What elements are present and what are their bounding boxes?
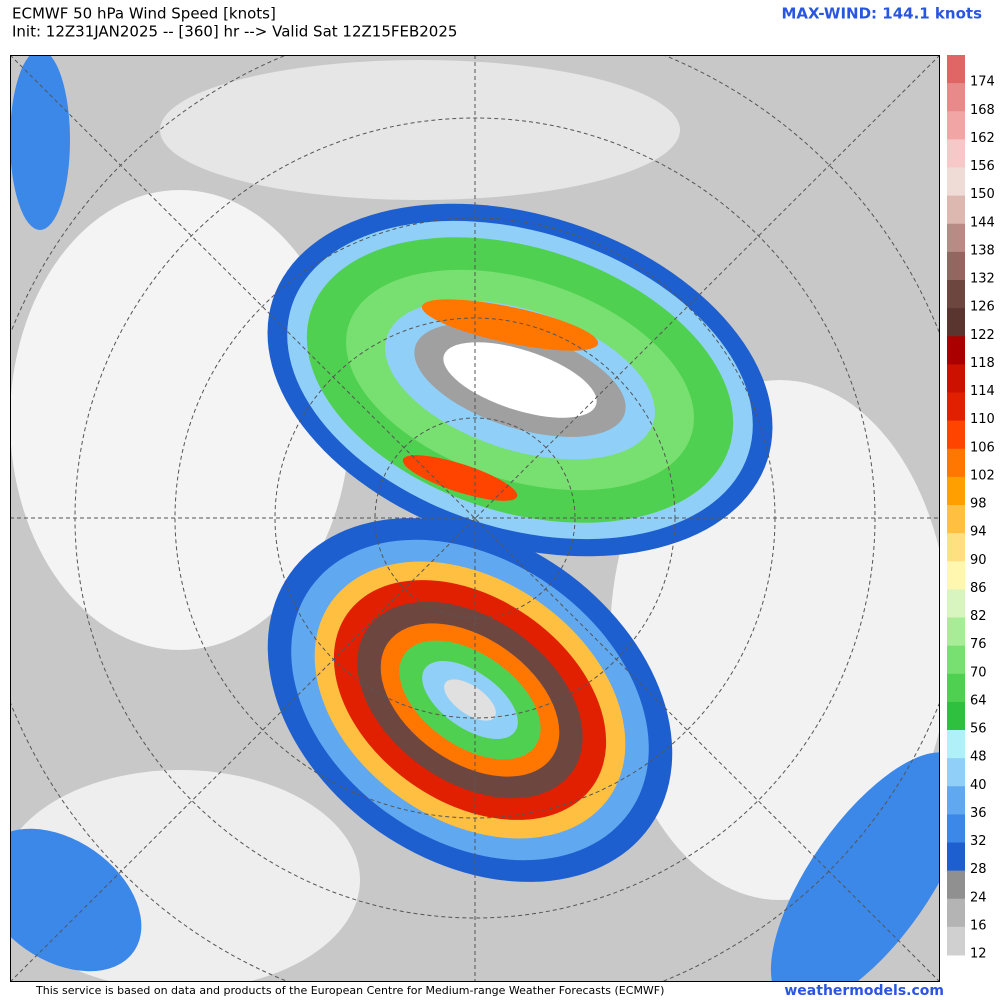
colorbar-swatch bbox=[947, 448, 965, 478]
site: weathermodels.com bbox=[784, 983, 944, 999]
colorbar-label: 106 bbox=[970, 440, 995, 455]
colorbar-label: 150 bbox=[970, 187, 995, 202]
colorbar-label: 82 bbox=[970, 609, 987, 624]
colorbar-swatch bbox=[947, 111, 965, 140]
colorbar-swatch bbox=[947, 336, 965, 365]
subtitle: Init: 12Z31JAN2025 -- [360] hr --> Valid… bbox=[12, 23, 457, 41]
colorbar-label: 70 bbox=[970, 665, 987, 680]
colorbar-swatch bbox=[947, 533, 965, 562]
colorbar-label: 110 bbox=[970, 412, 995, 427]
colorbar-swatch bbox=[947, 645, 965, 675]
colorbar-label: 64 bbox=[970, 693, 987, 708]
colorbar-swatch bbox=[947, 167, 965, 197]
colorbar-swatch bbox=[947, 701, 965, 731]
colorbar-label: 156 bbox=[970, 159, 995, 174]
colorbar-label: 76 bbox=[970, 637, 987, 652]
colorbar-swatch bbox=[947, 280, 965, 309]
colorbar-label: 98 bbox=[970, 497, 987, 512]
max-wind: MAX-WIND: 144.1 knots bbox=[781, 5, 982, 23]
colorbar-swatch bbox=[947, 139, 965, 168]
colorbar-swatch bbox=[947, 392, 965, 422]
colorbar-label: 28 bbox=[970, 862, 987, 877]
colorbar-label: 174 bbox=[970, 75, 995, 90]
colorbar-label: 102 bbox=[970, 468, 995, 483]
colorbar-swatch bbox=[947, 561, 965, 590]
colorbar-label: 144 bbox=[970, 215, 995, 230]
colorbar-label: 36 bbox=[970, 806, 987, 821]
colorbar-label: 16 bbox=[970, 918, 987, 933]
colorbar-swatch bbox=[947, 476, 965, 506]
colorbar-swatch bbox=[947, 251, 965, 281]
credit: This service is based on data and produc… bbox=[35, 984, 664, 997]
colorbar-label: 118 bbox=[970, 356, 995, 371]
colorbar-label: 32 bbox=[970, 834, 987, 849]
colorbar-swatch bbox=[947, 364, 965, 393]
colorbar-swatch bbox=[947, 223, 965, 253]
map bbox=[10, 55, 940, 982]
colorbar-swatch bbox=[947, 673, 965, 703]
colorbar-swatch bbox=[947, 814, 965, 843]
colorbar-label: 94 bbox=[970, 525, 987, 540]
colorbar-label: 12 bbox=[970, 947, 987, 962]
colorbar-swatch bbox=[947, 55, 965, 84]
colorbar-label: 24 bbox=[970, 890, 987, 905]
colorbar-swatch bbox=[947, 898, 965, 928]
colorbar-swatch bbox=[947, 926, 965, 956]
colorbar: 174 168 162 156 150 144 138 132 126 122 118 114 110 1… bbox=[947, 55, 995, 962]
colorbar-swatch bbox=[947, 730, 965, 759]
colorbar-swatch bbox=[947, 617, 965, 647]
colorbar-label: 126 bbox=[970, 300, 995, 315]
colorbar-swatch bbox=[947, 870, 965, 900]
colorbar-label: 168 bbox=[970, 103, 995, 118]
colorbar-label: 114 bbox=[970, 384, 995, 399]
title: ECMWF 50 hPa Wind Speed [knots] bbox=[12, 5, 276, 23]
colorbar-swatch bbox=[947, 308, 965, 337]
colorbar-swatch bbox=[947, 842, 965, 872]
colorbar-label: 122 bbox=[970, 328, 995, 343]
colorbar-label: 162 bbox=[970, 131, 995, 146]
colorbar-label: 132 bbox=[970, 272, 995, 287]
colorbar-label: 138 bbox=[970, 243, 995, 258]
colorbar-swatch bbox=[947, 589, 965, 618]
colorbar-label: 40 bbox=[970, 778, 987, 793]
colorbar-swatch bbox=[947, 786, 965, 815]
colorbar-swatch bbox=[947, 83, 965, 112]
colorbar-swatch bbox=[947, 758, 965, 787]
colorbar-swatch bbox=[947, 420, 965, 450]
colorbar-label: 86 bbox=[970, 581, 987, 596]
colorbar-label: 56 bbox=[970, 722, 987, 737]
colorbar-swatch bbox=[947, 505, 965, 534]
colorbar-swatch bbox=[947, 195, 965, 225]
colorbar-label: 90 bbox=[970, 553, 987, 568]
colorbar-label: 48 bbox=[970, 750, 987, 765]
